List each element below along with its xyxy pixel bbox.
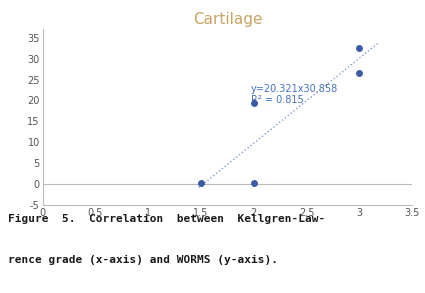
Point xyxy=(356,46,363,50)
Point xyxy=(250,100,257,105)
Text: rence grade (x-axis) and WORMS (y-axis).: rence grade (x-axis) and WORMS (y-axis). xyxy=(8,255,278,265)
Text: R² = 0.815: R² = 0.815 xyxy=(251,95,303,105)
Point xyxy=(356,71,363,76)
Title: Cartilage: Cartilage xyxy=(193,12,262,27)
Text: y=20.321x30.858: y=20.321x30.858 xyxy=(251,84,338,94)
Text: Figure  5.  Correlation  between  Kellgren-Law-: Figure 5. Correlation between Kellgren-L… xyxy=(8,214,326,224)
Point xyxy=(250,180,257,185)
Point xyxy=(198,180,204,185)
